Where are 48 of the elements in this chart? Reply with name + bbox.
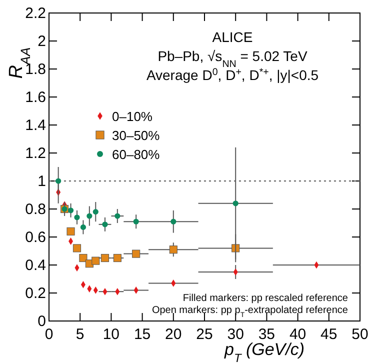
x-tick-label: 30 — [227, 326, 244, 343]
point — [86, 213, 92, 219]
y-tick-label: 2 — [38, 33, 46, 50]
x-axis-title: p$_{T}$ (GeV/c) — [223, 340, 305, 364]
x-tick-label: 40 — [289, 326, 306, 343]
x-tick-label: 5 — [76, 326, 84, 343]
y-tick-label: 1.2 — [25, 145, 46, 162]
y-tick-label: 1.4 — [25, 117, 46, 134]
text: ALICE — [212, 29, 253, 45]
point — [68, 208, 74, 214]
y-tick-label: 0.2 — [25, 285, 46, 302]
point — [114, 213, 120, 219]
x-tick-label: 10 — [102, 326, 120, 343]
point — [133, 218, 139, 224]
text: Pb–Pb, √s$_{NN}$ = 5.02 TeV — [158, 48, 308, 70]
point — [232, 200, 238, 206]
y-tick-label: 2.2 — [25, 5, 46, 22]
point — [56, 178, 62, 184]
y-tick-label: 0.6 — [25, 229, 46, 246]
point — [72, 244, 82, 252]
x-tick-label: 20 — [165, 326, 182, 343]
annotation: Average D$^{0}$, D$^{+}$, D$^{*+}$, |y|<0.5 — [146, 66, 319, 83]
y-tick-label: 1 — [38, 173, 46, 190]
legend-label: 60–80% — [112, 147, 160, 162]
y-tick-label: 0 — [38, 313, 46, 330]
y-tick-label: 0.4 — [25, 257, 46, 274]
point — [132, 250, 140, 258]
point — [169, 246, 178, 254]
y-tick-label: 0.8 — [25, 201, 46, 218]
legend-label: 30–50% — [112, 128, 160, 143]
point — [74, 214, 80, 220]
point — [100, 254, 110, 262]
x-tick-label: 25 — [196, 326, 213, 343]
x-tick-label: 35 — [258, 326, 276, 343]
legend-label: 0–10% — [112, 109, 153, 124]
point — [79, 254, 88, 262]
point — [92, 256, 100, 265]
point — [102, 222, 108, 228]
point — [80, 224, 86, 230]
point — [170, 218, 176, 224]
point — [92, 209, 98, 215]
point — [66, 227, 75, 236]
x-tick-label: 50 — [352, 326, 368, 343]
x-tick-label: 15 — [134, 326, 151, 343]
x-tick-label: 45 — [320, 326, 338, 343]
annotation: Filled markers: pp rescaled reference — [182, 293, 348, 304]
point — [113, 254, 122, 262]
y-tick-label: 1.6 — [25, 89, 46, 106]
